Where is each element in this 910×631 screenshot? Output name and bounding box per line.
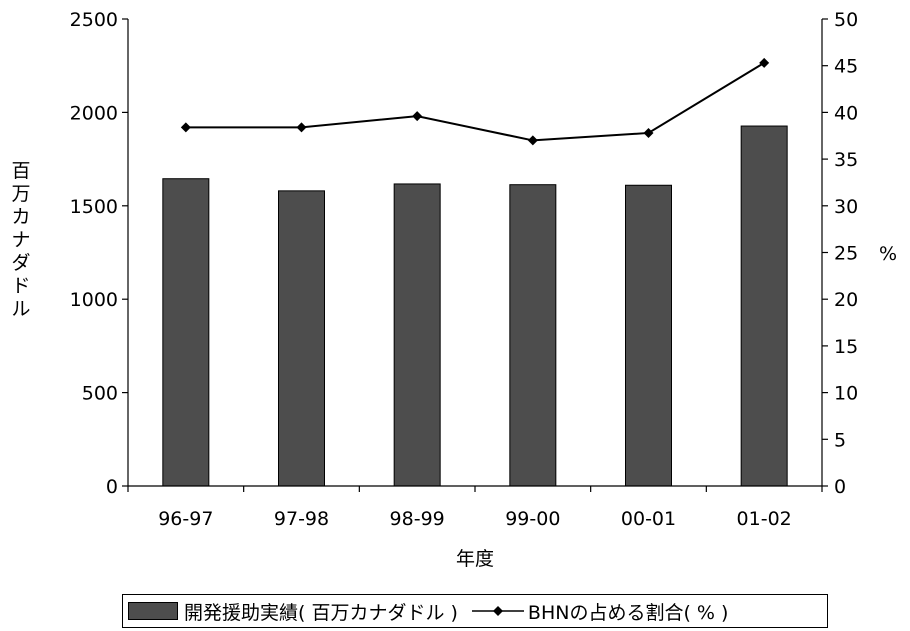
bar bbox=[509, 184, 557, 487]
bar bbox=[162, 178, 210, 487]
y-left-tick-label: 2500 bbox=[70, 9, 118, 31]
line-point bbox=[296, 122, 307, 133]
y-axis-left-label-char: 百 bbox=[11, 160, 31, 182]
bar bbox=[393, 183, 441, 487]
legend-bar-swatch bbox=[128, 602, 178, 620]
y-left-tick-label: 1000 bbox=[70, 289, 118, 311]
y-left-tick-label: 0 bbox=[106, 476, 118, 498]
y-axis-left-label-char: カ bbox=[11, 206, 31, 228]
y-right-tick-label: 30 bbox=[834, 196, 858, 218]
x-tick-label: 96-97 bbox=[158, 508, 213, 530]
x-axis-label: 年度 bbox=[456, 548, 494, 570]
x-tick-label: 98-99 bbox=[390, 508, 445, 530]
legend-bar-label: 開発援助実績( 百万カナダドル ) bbox=[184, 601, 458, 624]
y-right-tick-label: 45 bbox=[834, 56, 858, 78]
x-tick-label: 97-98 bbox=[274, 508, 329, 530]
legend-item-line: BHNの占める割合( % ) bbox=[458, 598, 729, 625]
x-tick-label: 00-01 bbox=[621, 508, 676, 530]
bar bbox=[740, 125, 788, 487]
legend-item-bar: 開発援助実績( 百万カナダドル ) bbox=[123, 598, 458, 625]
line-point bbox=[643, 127, 654, 138]
legend-line-label: BHNの占める割合( % ) bbox=[527, 601, 729, 624]
y-axis-right-label: % bbox=[879, 243, 898, 265]
y-right-tick-label: 35 bbox=[834, 149, 858, 171]
y-axis-left-label-char: ル bbox=[11, 298, 31, 320]
line-point bbox=[412, 111, 423, 122]
y-axis-left-label: 百万カナダドル bbox=[8, 160, 34, 321]
y-right-tick-label: 50 bbox=[834, 9, 858, 31]
y-left-tick-label: 500 bbox=[82, 383, 118, 405]
bar bbox=[278, 190, 325, 487]
x-tick-label: 99-00 bbox=[505, 508, 560, 530]
y-right-tick-label: 20 bbox=[834, 289, 858, 311]
bar bbox=[625, 184, 672, 487]
line-point bbox=[180, 122, 191, 133]
y-left-tick-label: 2000 bbox=[70, 102, 118, 124]
legend-line-swatch bbox=[471, 606, 524, 616]
y-right-tick-label: 10 bbox=[834, 383, 858, 405]
y-right-tick-label: 0 bbox=[834, 476, 846, 498]
y-right-tick-label: 15 bbox=[834, 336, 858, 358]
y-axis-left-label-char: ダ bbox=[11, 252, 31, 274]
x-tick-label: 01-02 bbox=[737, 508, 792, 530]
line-series bbox=[185, 62, 765, 142]
line-point bbox=[527, 135, 538, 146]
y-axis-left-label-char: 万 bbox=[11, 183, 31, 205]
y-right-tick-label: 25 bbox=[834, 243, 858, 265]
y-right-tick-label: 40 bbox=[834, 102, 858, 124]
y-axis-left-label-char: ナ bbox=[11, 229, 31, 251]
legend: 開発援助実績( 百万カナダドル ) BHNの占める割合( % ) bbox=[122, 594, 828, 628]
line-point bbox=[759, 57, 770, 68]
y-left-tick-label: 1500 bbox=[70, 196, 118, 218]
y-right-tick-label: 5 bbox=[834, 429, 846, 451]
y-axis-left-label-char: ド bbox=[11, 275, 31, 297]
